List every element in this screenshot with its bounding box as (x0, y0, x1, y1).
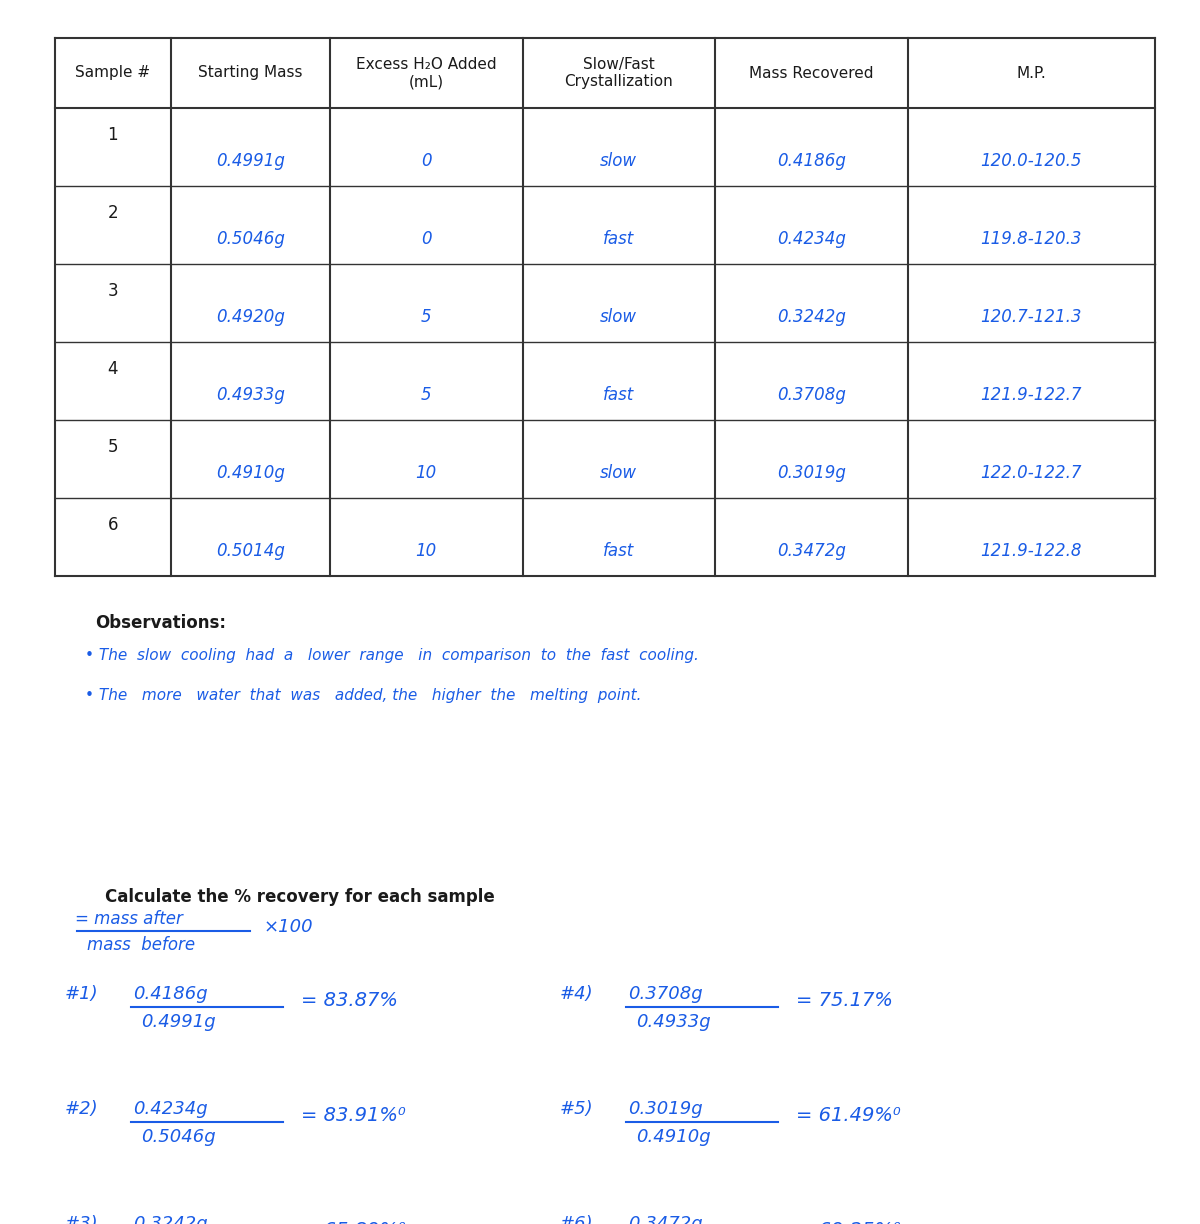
Text: = 61.49%⁰: = 61.49%⁰ (796, 1106, 901, 1125)
Text: 121.9-122.7: 121.9-122.7 (980, 386, 1082, 404)
Text: 0.5046g: 0.5046g (142, 1129, 216, 1146)
Text: = 83.91%⁰: = 83.91%⁰ (301, 1106, 406, 1125)
Text: 0.4933g: 0.4933g (216, 386, 284, 404)
Text: slow: slow (600, 308, 637, 326)
Text: slow: slow (600, 464, 637, 482)
Text: 0: 0 (421, 230, 432, 248)
Text: = mass after: = mass after (74, 909, 182, 928)
Text: 0.3472g: 0.3472g (628, 1215, 703, 1224)
Text: = 83.87%: = 83.87% (301, 991, 398, 1010)
Text: #2): #2) (65, 1100, 98, 1118)
Text: Starting Mass: Starting Mass (198, 66, 302, 81)
Text: 0.5014g: 0.5014g (216, 542, 284, 561)
Text: 0.3242g: 0.3242g (133, 1215, 208, 1224)
Text: 0.4991g: 0.4991g (142, 1013, 216, 1031)
Text: #5): #5) (560, 1100, 594, 1118)
Text: 0.4933g: 0.4933g (636, 1013, 710, 1031)
Text: fast: fast (604, 386, 635, 404)
Text: = 69.25%⁰: = 69.25%⁰ (796, 1222, 901, 1224)
Text: 2: 2 (108, 204, 118, 223)
Text: 5: 5 (421, 386, 432, 404)
Text: Calculate the % recovery for each sample: Calculate the % recovery for each sample (106, 887, 494, 906)
Text: 10: 10 (415, 542, 437, 561)
Text: 0.4910g: 0.4910g (636, 1129, 710, 1146)
Text: slow: slow (600, 152, 637, 170)
Text: 120.7-121.3: 120.7-121.3 (980, 308, 1082, 326)
Text: fast: fast (604, 230, 635, 248)
Text: #3): #3) (65, 1215, 98, 1224)
Text: 0.4991g: 0.4991g (216, 152, 284, 170)
Text: #1): #1) (65, 985, 98, 1002)
Text: 120.0-120.5: 120.0-120.5 (980, 152, 1082, 170)
Text: #6): #6) (560, 1215, 594, 1224)
Text: 0.4920g: 0.4920g (216, 308, 284, 326)
Text: = 65.89%⁰: = 65.89%⁰ (301, 1222, 406, 1224)
Text: Observations:: Observations: (95, 614, 226, 632)
Text: 0.3242g: 0.3242g (776, 308, 846, 326)
Text: 0.3708g: 0.3708g (628, 985, 703, 1002)
Text: 5: 5 (108, 438, 118, 457)
Text: 0.4234g: 0.4234g (776, 230, 846, 248)
Text: 6: 6 (108, 517, 118, 535)
Text: Excess H₂O Added
(mL): Excess H₂O Added (mL) (356, 56, 497, 89)
Text: Slow/Fast
Crystallization: Slow/Fast Crystallization (564, 56, 673, 89)
Text: 5: 5 (421, 308, 432, 326)
Text: M.P.: M.P. (1016, 66, 1046, 81)
Text: 119.8-120.3: 119.8-120.3 (980, 230, 1082, 248)
Text: 1: 1 (108, 126, 118, 144)
Text: 0: 0 (421, 152, 432, 170)
Text: Mass Recovered: Mass Recovered (749, 66, 874, 81)
Text: 0.4234g: 0.4234g (133, 1100, 208, 1118)
Text: 0.3472g: 0.3472g (776, 542, 846, 561)
Text: = 75.17%: = 75.17% (796, 991, 893, 1010)
Text: mass  before: mass before (88, 936, 196, 953)
Text: 0.4910g: 0.4910g (216, 464, 284, 482)
Text: 10: 10 (415, 464, 437, 482)
Text: ×100: ×100 (264, 918, 313, 936)
Text: 0.3708g: 0.3708g (776, 386, 846, 404)
Text: • The  slow  cooling  had  a   lower  range   in  comparison  to  the  fast  coo: • The slow cooling had a lower range in … (85, 647, 698, 663)
Text: 0.3019g: 0.3019g (776, 464, 846, 482)
Text: • The   more   water  that  was   added, the   higher  the   melting  point.: • The more water that was added, the hig… (85, 688, 642, 703)
Text: fast: fast (604, 542, 635, 561)
Text: Sample #: Sample # (76, 66, 150, 81)
Text: #4): #4) (560, 985, 594, 1002)
Text: 0.4186g: 0.4186g (133, 985, 208, 1002)
Text: 0.5046g: 0.5046g (216, 230, 284, 248)
Text: 0.4186g: 0.4186g (776, 152, 846, 170)
Text: 122.0-122.7: 122.0-122.7 (980, 464, 1082, 482)
Text: 121.9-122.8: 121.9-122.8 (980, 542, 1082, 561)
Text: 0.3019g: 0.3019g (628, 1100, 703, 1118)
Text: 3: 3 (108, 283, 118, 300)
Text: 4: 4 (108, 360, 118, 378)
